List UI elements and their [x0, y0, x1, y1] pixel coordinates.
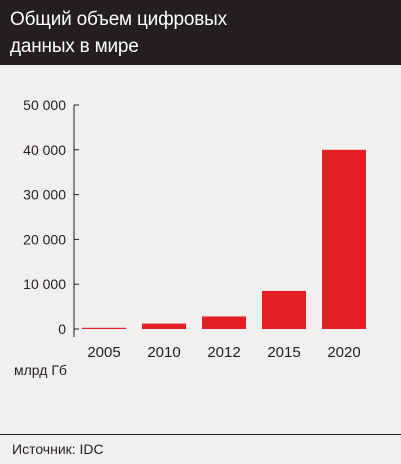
bars	[82, 149, 366, 329]
chart-title-line-1: Общий объем цифровых	[10, 9, 227, 30]
bar-2005	[82, 327, 126, 329]
bar-2015	[262, 290, 306, 329]
x-tick-label: 2010	[147, 344, 180, 361]
source-note: Источник: IDC	[12, 441, 104, 457]
y-tick-label: 40 000	[23, 142, 66, 158]
x-tick-label: 2012	[207, 344, 240, 361]
x-tick-label: 2005	[87, 344, 120, 361]
y-tick-label: 0	[58, 321, 66, 337]
x-tick-label: 2015	[267, 344, 300, 361]
y-tick-label: 50 000	[23, 97, 66, 113]
y-axis: 0 10 000 20 000 30 000 40 000 50 000	[23, 97, 79, 337]
footer-divider	[0, 434, 401, 435]
x-axis: 2005 2010 2012 2015 2020	[87, 344, 360, 361]
y-tick-label: 10 000	[23, 276, 66, 292]
chart-title-line-2: данных в мире	[10, 36, 139, 57]
bar-chart: 0 10 000 20 000 30 000 40 000 50 000 2005 2010…	[23, 97, 366, 361]
bar-2010	[142, 323, 186, 329]
chart-header: Общий объем цифровых данных в мире	[0, 0, 401, 65]
y-tick-label: 20 000	[23, 231, 66, 247]
chart-title: Общий объем цифровых данных в мире	[10, 6, 390, 60]
unit-label: млрд Гб	[14, 362, 67, 378]
x-tick-label: 2020	[327, 344, 360, 361]
y-tick-label: 30 000	[23, 187, 66, 203]
bar-2012	[202, 316, 246, 329]
bar-2020	[322, 149, 366, 329]
